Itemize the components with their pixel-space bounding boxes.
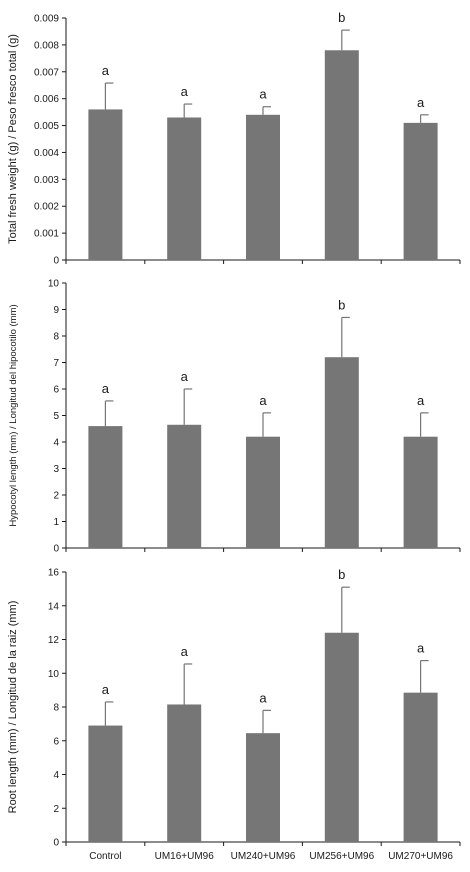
bar [324, 50, 359, 261]
bar [246, 114, 280, 260]
y-tick-label: 0.001 [34, 229, 59, 240]
significance-letter: a [181, 369, 189, 384]
x-tick-label: Control [89, 851, 121, 862]
y-tick-label: 0.002 [34, 202, 59, 213]
y-tick-label: 16 [48, 568, 60, 579]
significance-letter: a [102, 682, 110, 697]
significance-letter: a [181, 644, 189, 659]
y-tick-label: 0.006 [34, 94, 59, 105]
y-tick-label: 8 [53, 703, 59, 714]
significance-letter: a [417, 393, 425, 408]
chart-panel-1: 0 0.001 0.002 0.003 0.004 0.005 0.006 0.007 0.00… [7, 10, 461, 267]
bar [88, 426, 123, 548]
y-tick-label: 4 [53, 770, 59, 781]
bar [324, 357, 359, 548]
y-tick-label: 2 [53, 491, 59, 502]
chart-panel-2: 0 1 2 3 4 5 6 7 8 9 10 Hypocotyl length (mm) / Long… [8, 279, 461, 555]
y-tick-label: 0 [53, 838, 59, 849]
x-tick-label: UM270+UM96 [388, 851, 453, 862]
bar [403, 122, 438, 260]
bar [246, 733, 280, 842]
y-tick-label: 2 [53, 804, 59, 815]
y-tick-label: 6 [53, 385, 59, 396]
significance-letter: a [417, 641, 425, 656]
y-tick-label: 0.009 [34, 14, 59, 25]
significance-letter: a [102, 63, 110, 78]
y-tick-label: 0 [53, 544, 59, 555]
y-tick-label: 0 [53, 256, 59, 267]
y-tick-label: 0.008 [34, 40, 59, 51]
y-tick-label: 0.003 [34, 175, 59, 186]
y-tick-label: 8 [53, 332, 59, 343]
significance-letter: a [102, 381, 110, 396]
significance-letter: a [259, 393, 267, 408]
significance-letter: b [338, 567, 345, 582]
bar [167, 117, 202, 260]
y-tick-label: 7 [53, 358, 59, 369]
significance-letter: a [259, 690, 267, 705]
y-tick-label: 0.004 [34, 148, 59, 159]
y-tick-label: 6 [53, 736, 59, 747]
chart-panel-3: 0 2 4 6 8 10 12 14 16 Root length (mm) / Longitud… [7, 567, 461, 862]
x-tick-label: UM240+UM96 [231, 851, 296, 862]
y-tick-label: 4 [53, 438, 59, 449]
bar [88, 109, 123, 260]
y-axis-title: Hypocotyl length (mm) / Longitud del hip… [8, 304, 19, 526]
significance-letter: a [259, 87, 267, 102]
y-tick-label: 10 [48, 279, 60, 290]
x-tick-label: UM16+UM96 [155, 851, 215, 862]
significance-letter: b [338, 10, 345, 25]
y-tick-label: 0.005 [34, 121, 59, 132]
y-tick-label: 14 [48, 601, 60, 612]
y-tick-label: 0.007 [34, 67, 59, 78]
x-tick-label: UM256+UM96 [309, 851, 374, 862]
bar [324, 632, 359, 842]
bar [167, 424, 202, 548]
y-axis-title: Root length (mm) / Longitud de la raiz (… [7, 601, 19, 814]
significance-letter: a [417, 95, 425, 110]
y-tick-label: 3 [53, 464, 59, 475]
y-axis-title: Total fresh weight (g) / Peso fresco tot… [7, 34, 19, 244]
y-tick-label: 10 [48, 669, 60, 680]
bar [246, 436, 280, 548]
bar [403, 436, 438, 548]
bar [403, 692, 438, 842]
y-tick-label: 5 [53, 411, 59, 422]
bar [167, 704, 202, 842]
significance-letter: a [181, 84, 189, 99]
significance-letter: b [338, 297, 345, 312]
bar [88, 725, 123, 842]
y-tick-label: 12 [48, 635, 60, 646]
y-tick-label: 1 [53, 517, 59, 528]
y-tick-label: 9 [53, 305, 59, 316]
